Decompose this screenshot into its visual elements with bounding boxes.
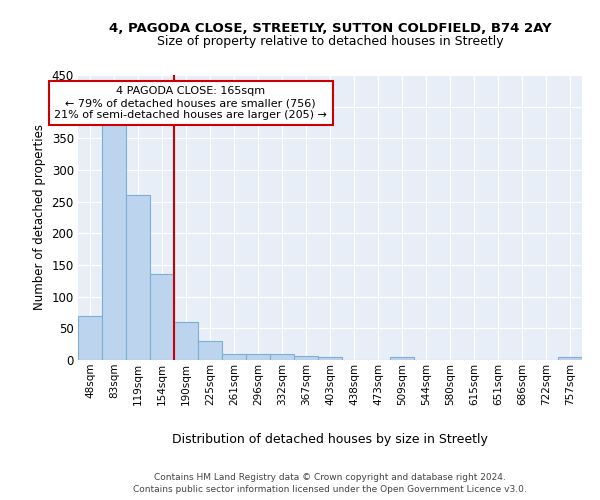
Bar: [294, 356, 318, 360]
Text: 4 PAGODA CLOSE: 165sqm
← 79% of detached houses are smaller (756)
21% of semi-de: 4 PAGODA CLOSE: 165sqm ← 79% of detached…: [55, 86, 327, 120]
Text: 4, PAGODA CLOSE, STREETLY, SUTTON COLDFIELD, B74 2AY: 4, PAGODA CLOSE, STREETLY, SUTTON COLDFI…: [109, 22, 551, 36]
Bar: [558, 358, 582, 360]
Bar: [102, 120, 126, 360]
Text: Contains public sector information licensed under the Open Government Licence v3: Contains public sector information licen…: [133, 485, 527, 494]
Bar: [78, 316, 102, 360]
Text: Distribution of detached houses by size in Streetly: Distribution of detached houses by size …: [172, 432, 488, 446]
Bar: [246, 354, 270, 360]
Bar: [222, 354, 246, 360]
Bar: [198, 341, 222, 360]
Bar: [390, 358, 414, 360]
Bar: [318, 357, 342, 360]
Text: Size of property relative to detached houses in Streetly: Size of property relative to detached ho…: [157, 35, 503, 48]
Y-axis label: Number of detached properties: Number of detached properties: [33, 124, 46, 310]
Bar: [174, 322, 198, 360]
Bar: [150, 274, 174, 360]
Bar: [270, 354, 294, 360]
Bar: [126, 194, 150, 360]
Text: Contains HM Land Registry data © Crown copyright and database right 2024.: Contains HM Land Registry data © Crown c…: [154, 472, 506, 482]
